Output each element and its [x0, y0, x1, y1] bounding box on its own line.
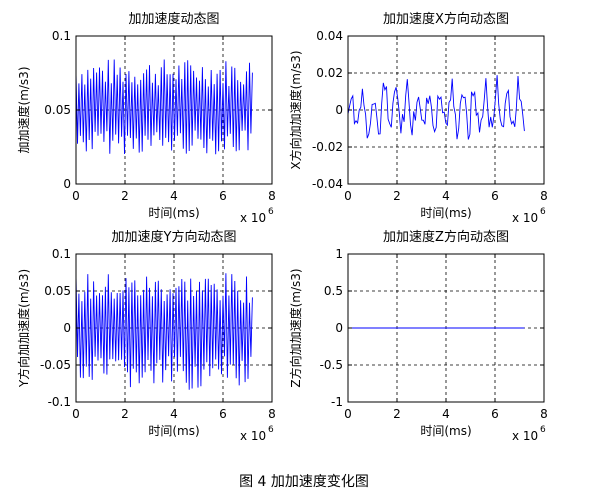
x-tick-label: 4	[170, 407, 178, 421]
x-tick-label: 2	[393, 407, 401, 421]
x-tick-label: 0	[72, 189, 80, 203]
y-axis-label: X方向加加速度(m/s3)	[288, 50, 303, 169]
y-axis-label: Y方向加加速度(m/s3)	[16, 269, 31, 388]
x-tick-label: 8	[540, 189, 548, 203]
y-tick-label: 0.5	[324, 284, 343, 298]
y-tick-label: -0.5	[320, 358, 343, 372]
x-tick-label: 6	[219, 189, 227, 203]
y-tick-label: 0.05	[44, 103, 71, 117]
y-tick-label: -0.04	[312, 177, 343, 191]
x-tick-label: 2	[121, 189, 129, 203]
chart-title: 加加速度Z方向动态图	[383, 229, 509, 245]
y-tick-label: 0.1	[52, 29, 71, 43]
y-tick-label: -1	[331, 395, 343, 409]
x-axis-label: 时间(ms)	[420, 206, 471, 220]
x-axis-multiplier-exponent: 6	[540, 207, 546, 217]
series-line	[75, 273, 253, 390]
y-tick-label: 0.1	[52, 247, 71, 261]
x-axis-multiplier: x 10	[240, 211, 266, 225]
x-axis-multiplier-exponent: 6	[540, 425, 546, 435]
x-tick-label: 4	[442, 189, 450, 203]
chart-title: 加加速度动态图	[128, 11, 219, 27]
chart-title: 加加速度X方向动态图	[383, 11, 509, 27]
x-tick-label: 6	[219, 407, 227, 421]
x-axis-multiplier-exponent: 6	[268, 207, 274, 217]
chart-title: 加加速度Y方向动态图	[112, 229, 237, 245]
chart-panel-2: 0 2 4 6 8 -0.04 -0.02 0 0.02 0.04 加加速度X方向动态图时间(ms)…	[288, 11, 548, 225]
x-axis-multiplier-exponent: 6	[268, 425, 274, 435]
y-tick-label: 1	[335, 247, 343, 261]
x-axis-multiplier: x 10	[512, 429, 538, 443]
x-axis-label: 时间(ms)	[148, 206, 199, 220]
x-tick-label: 0	[344, 407, 352, 421]
figure-caption: 图 4 加加速度变化图	[239, 474, 369, 490]
y-tick-label: -0.05	[40, 358, 71, 372]
x-tick-label: 6	[491, 407, 499, 421]
y-axis-label: 加加速度(m/s3)	[16, 67, 31, 154]
x-tick-label: 2	[121, 407, 129, 421]
y-tick-label: 0.04	[316, 29, 343, 43]
x-tick-label: 0	[72, 407, 80, 421]
y-tick-label: -0.02	[312, 140, 343, 154]
series-line	[75, 59, 253, 155]
x-axis-label: 时间(ms)	[148, 424, 199, 438]
x-axis-multiplier: x 10	[240, 429, 266, 443]
y-tick-label: 0	[63, 321, 71, 335]
x-tick-label: 8	[268, 189, 276, 203]
x-tick-label: 8	[540, 407, 548, 421]
x-tick-label: 4	[170, 189, 178, 203]
x-tick-label: 0	[344, 189, 352, 203]
y-tick-label: -0.1	[48, 395, 71, 409]
x-axis-label: 时间(ms)	[420, 424, 471, 438]
x-axis-multiplier: x 10	[512, 211, 538, 225]
y-tick-label: 0	[63, 177, 71, 191]
y-tick-label: 0	[335, 321, 343, 335]
x-tick-label: 8	[268, 407, 276, 421]
y-tick-label: 0.02	[316, 66, 343, 80]
x-tick-label: 2	[393, 189, 401, 203]
x-tick-label: 4	[442, 407, 450, 421]
y-tick-label: 0.05	[44, 284, 71, 298]
y-axis-label: Z方向加加速度(m/s3)	[288, 268, 303, 387]
y-tick-label: 0	[335, 103, 343, 117]
series-line	[347, 75, 525, 140]
x-tick-label: 6	[491, 189, 499, 203]
